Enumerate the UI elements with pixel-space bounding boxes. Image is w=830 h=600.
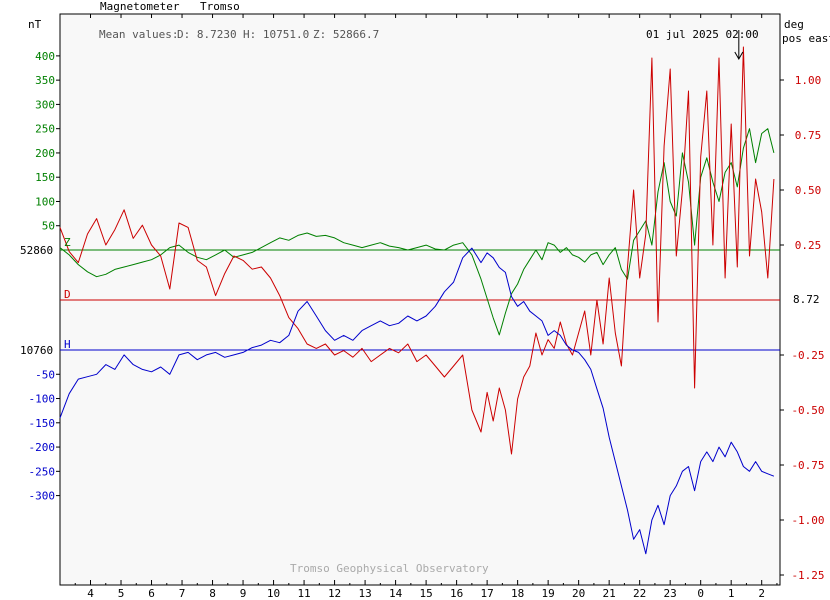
right-tick-label: -0.25	[791, 349, 824, 362]
left-tick-label-z: 150	[35, 171, 55, 184]
series-label-h: H	[64, 338, 71, 351]
x-tick-label: 4	[87, 587, 94, 600]
left-tick-label-h: -200	[29, 441, 56, 454]
z-reference-label: 52860	[20, 244, 53, 257]
right-tick-label: -1.25	[791, 569, 824, 582]
right-tick-label: 0.50	[795, 184, 822, 197]
d-reference-label: 8.72	[793, 293, 820, 306]
x-tick-label: 5	[118, 587, 125, 600]
x-tick-label: 21	[603, 587, 616, 600]
x-tick-label: 6	[148, 587, 155, 600]
series-line-d	[59, 46, 775, 455]
series-label-z: Z	[64, 236, 71, 249]
x-tick-label: 13	[358, 587, 371, 600]
x-tick-label: 15	[419, 587, 432, 600]
left-tick-label-h: -100	[29, 393, 56, 406]
left-tick-label-z: 350	[35, 74, 55, 87]
right-tick-label: -0.50	[791, 404, 824, 417]
x-tick-label: 1	[728, 587, 735, 600]
x-tick-label: 16	[450, 587, 463, 600]
x-tick-label: 7	[179, 587, 186, 600]
left-tick-label-z: 100	[35, 195, 55, 208]
current-time-arrow-head	[734, 51, 744, 61]
x-tick-label: 17	[480, 587, 493, 600]
x-tick-label: 12	[328, 587, 341, 600]
right-tick-label: 1.00	[795, 74, 822, 87]
series-line-h	[59, 247, 775, 555]
series-line-z	[59, 128, 775, 336]
right-tick-label: -0.75	[791, 459, 824, 472]
x-tick-label: 10	[267, 587, 280, 600]
x-tick-label: 23	[664, 587, 677, 600]
x-tick-label: 8	[209, 587, 216, 600]
left-tick-label-h: -50	[35, 368, 55, 381]
x-tick-label: 22	[633, 587, 646, 600]
x-tick-label: 2	[758, 587, 765, 600]
right-tick-label: 0.75	[795, 129, 822, 142]
left-tick-label-h: -150	[29, 417, 56, 430]
left-tick-label-z: 200	[35, 147, 55, 160]
left-tick-label-h: -300	[29, 490, 56, 503]
left-tick-label-h: -250	[29, 465, 56, 478]
right-tick-label: 0.25	[795, 239, 822, 252]
x-tick-label: 20	[572, 587, 585, 600]
x-tick-label: 19	[542, 587, 555, 600]
series-label-d: D	[64, 288, 71, 301]
left-tick-label-z: 300	[35, 98, 55, 111]
x-tick-label: 14	[389, 587, 403, 600]
left-tick-label-z: 50	[42, 220, 55, 233]
left-tick-label-z: 400	[35, 50, 55, 63]
x-tick-label: 11	[297, 587, 310, 600]
left-tick-label-z: 250	[35, 123, 55, 136]
x-tick-label: 0	[697, 587, 704, 600]
right-tick-label: -1.00	[791, 514, 824, 527]
x-tick-label: 9	[240, 587, 247, 600]
x-tick-label: 18	[511, 587, 524, 600]
h-reference-label: 10760	[20, 344, 53, 357]
